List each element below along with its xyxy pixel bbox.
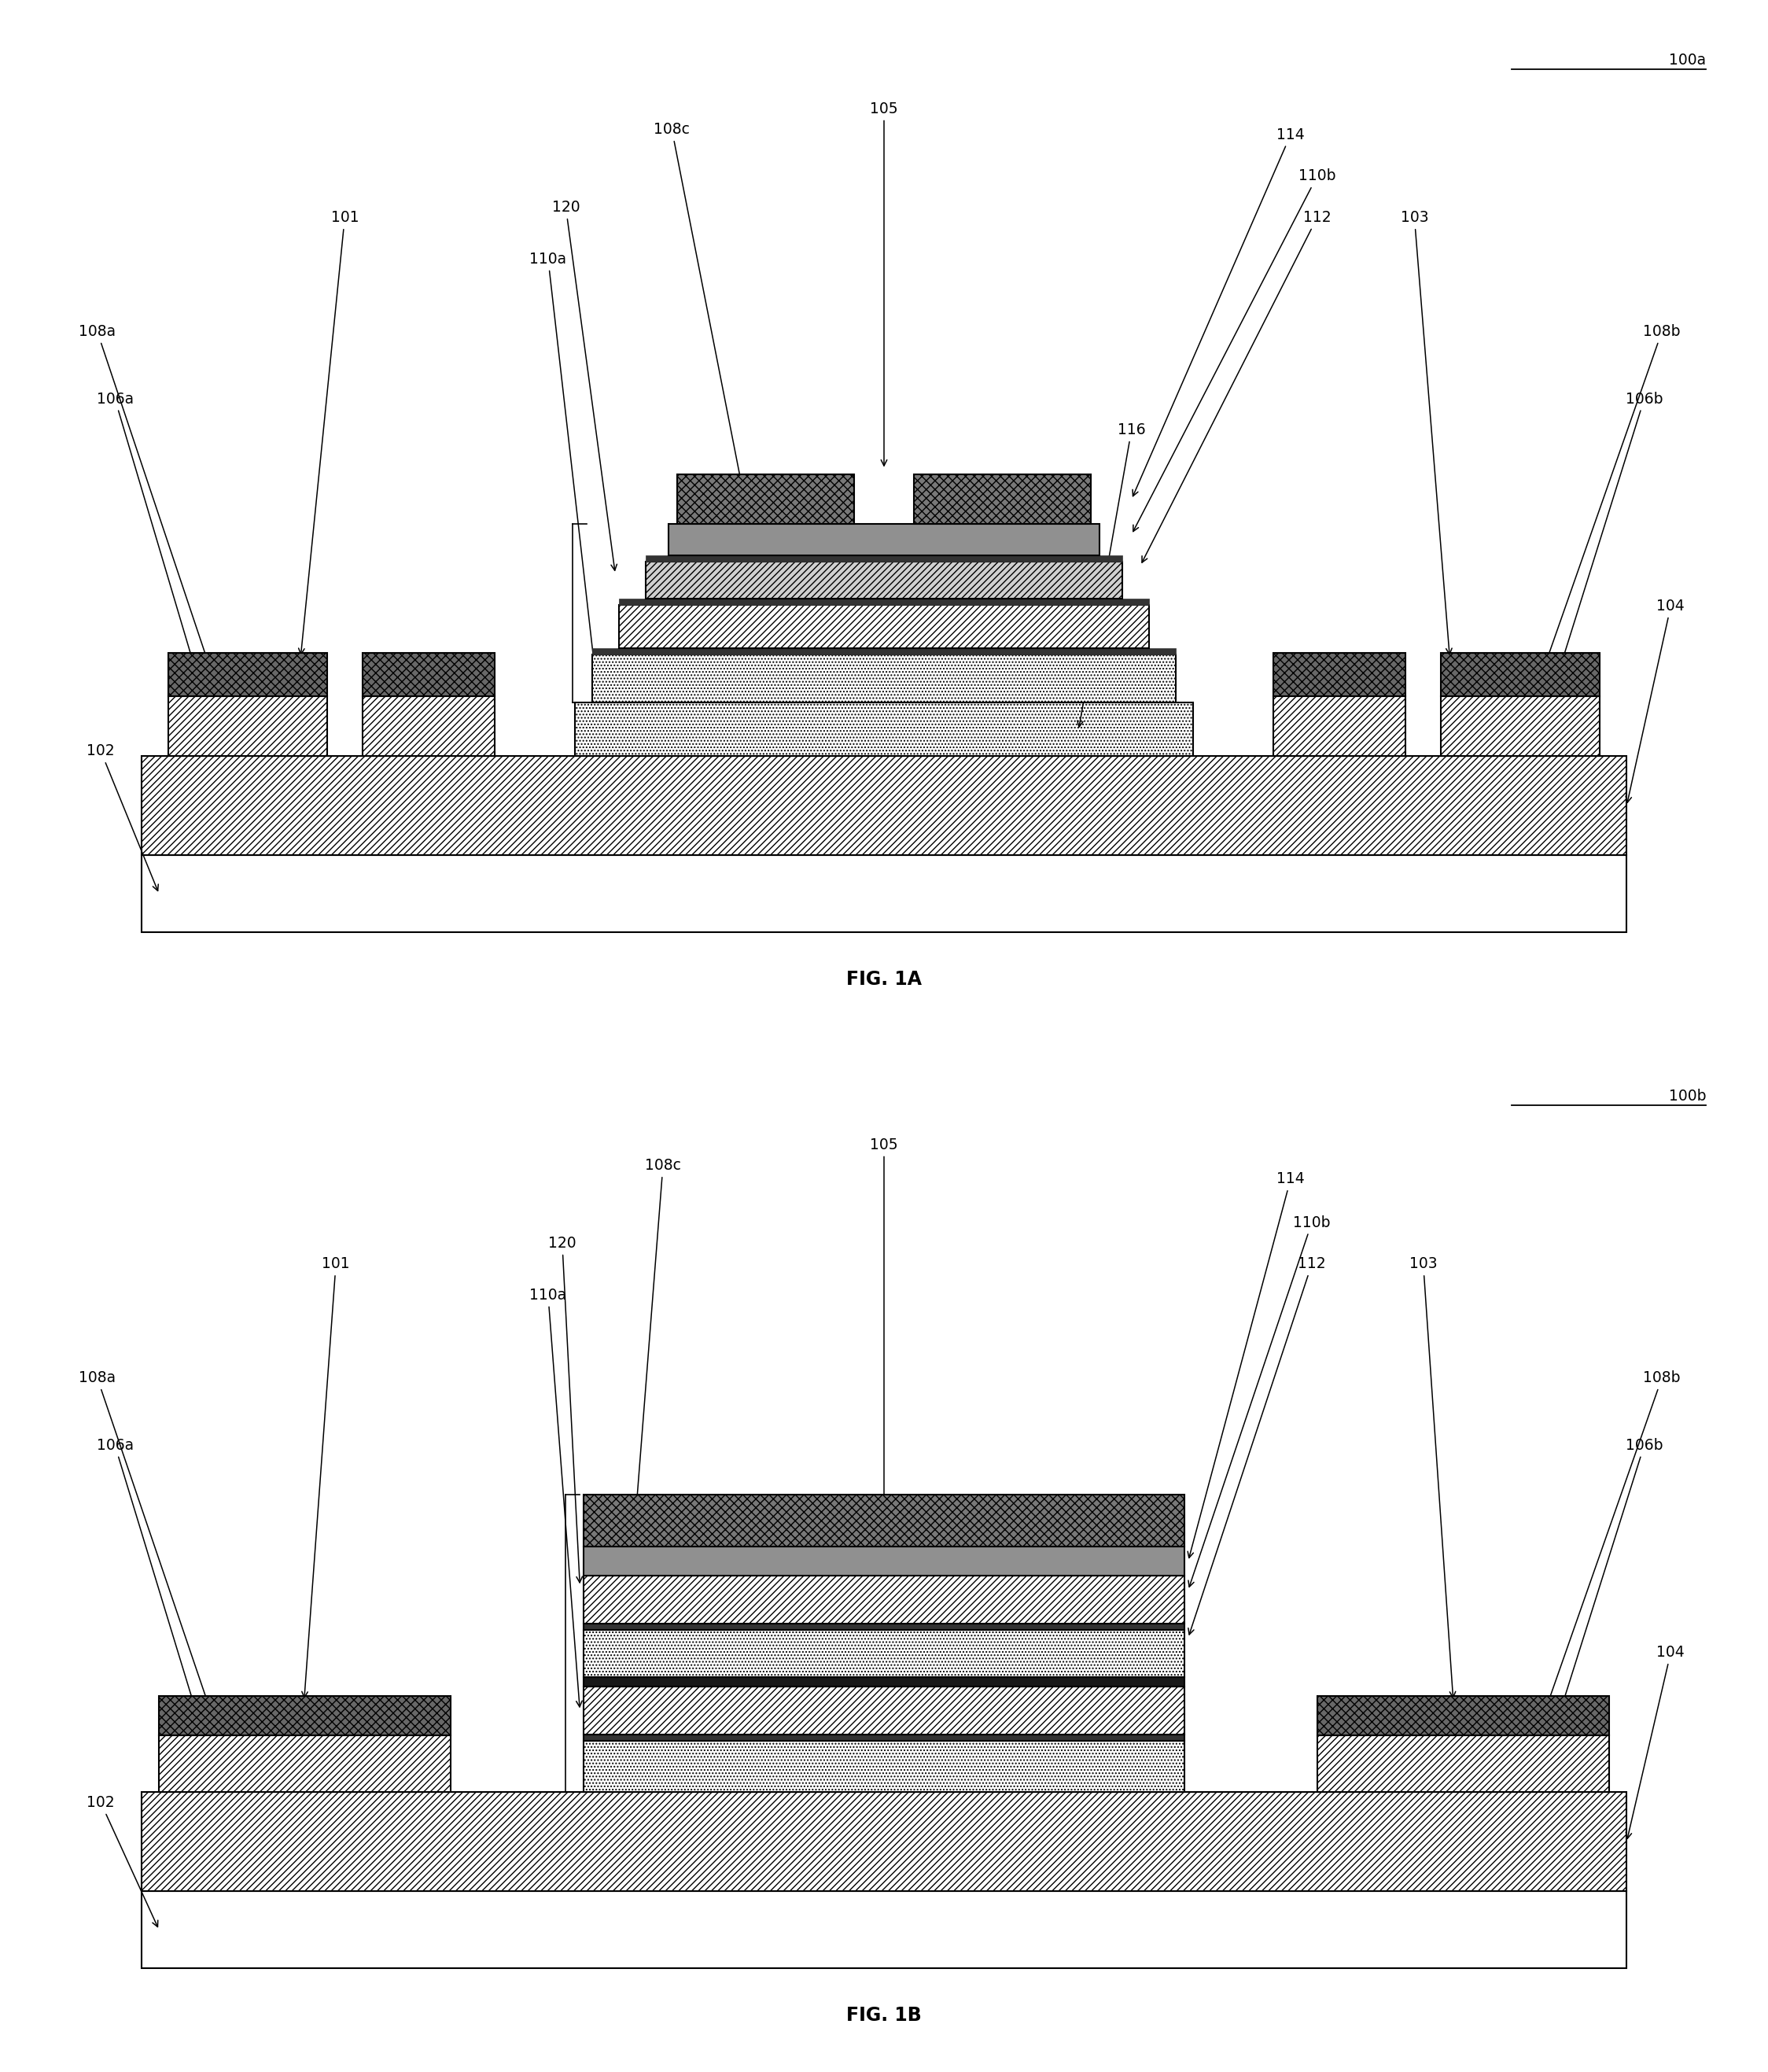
Bar xyxy=(645,555,1123,562)
Bar xyxy=(362,653,495,696)
Text: 106b: 106b xyxy=(1542,392,1664,723)
Text: 110a: 110a xyxy=(530,1287,582,1707)
Text: 110b: 110b xyxy=(1133,168,1337,530)
Bar xyxy=(1441,653,1600,696)
Text: 103: 103 xyxy=(1400,209,1452,655)
Bar xyxy=(619,605,1149,649)
Bar xyxy=(141,756,1627,854)
Bar xyxy=(583,1496,1185,1546)
Bar xyxy=(141,1792,1627,1890)
Bar xyxy=(159,1695,451,1734)
Text: 104: 104 xyxy=(1627,1645,1685,1838)
Bar xyxy=(168,696,327,756)
Text: 100b: 100b xyxy=(1669,1088,1706,1102)
Bar xyxy=(583,1546,1185,1575)
Bar xyxy=(914,474,1091,524)
Bar xyxy=(583,1575,1185,1624)
Bar xyxy=(583,1734,1185,1740)
Text: 108a: 108a xyxy=(80,1370,212,1711)
Bar xyxy=(1273,653,1406,696)
Text: 102: 102 xyxy=(87,744,159,891)
Bar xyxy=(645,562,1123,599)
Bar xyxy=(583,1629,1185,1678)
Bar xyxy=(668,524,1100,555)
Text: 100a: 100a xyxy=(1669,52,1706,66)
Text: 112: 112 xyxy=(1188,1256,1326,1635)
Text: 108b: 108b xyxy=(1543,1370,1681,1711)
Text: 105: 105 xyxy=(870,1138,898,1517)
Bar xyxy=(1273,696,1406,756)
Bar xyxy=(592,655,1176,702)
Text: 102: 102 xyxy=(87,1794,157,1927)
Bar xyxy=(168,653,327,696)
Text: 108c: 108c xyxy=(635,1158,681,1502)
Text: 110a: 110a xyxy=(530,251,598,675)
Bar xyxy=(583,1687,1185,1734)
Text: 103: 103 xyxy=(1409,1256,1455,1697)
Bar xyxy=(619,599,1149,605)
Text: FIG. 1B: FIG. 1B xyxy=(847,2006,921,2024)
Bar xyxy=(1441,696,1600,756)
Text: 120: 120 xyxy=(552,199,617,570)
Bar xyxy=(141,854,1627,932)
Bar xyxy=(575,702,1193,756)
Bar xyxy=(362,696,495,756)
Text: 114: 114 xyxy=(1133,126,1305,495)
Text: 116: 116 xyxy=(1077,423,1146,727)
Bar xyxy=(583,1624,1185,1629)
Text: 114: 114 xyxy=(1188,1171,1305,1558)
Text: 108c: 108c xyxy=(654,122,744,487)
Text: 110b: 110b xyxy=(1188,1214,1331,1587)
Bar xyxy=(677,474,854,524)
Text: 106a: 106a xyxy=(97,1438,212,1761)
Text: 108b: 108b xyxy=(1542,323,1681,671)
Text: FIG. 1A: FIG. 1A xyxy=(847,970,921,988)
Bar xyxy=(141,1890,1627,1968)
Text: 104: 104 xyxy=(1627,599,1685,802)
Text: 101: 101 xyxy=(302,1256,350,1697)
Text: 106a: 106a xyxy=(97,392,212,723)
Bar xyxy=(1317,1734,1609,1792)
Text: 106b: 106b xyxy=(1543,1438,1664,1761)
Text: 112: 112 xyxy=(1142,209,1331,562)
Text: 101: 101 xyxy=(299,209,359,655)
Bar xyxy=(159,1734,451,1792)
Text: 120: 120 xyxy=(548,1235,582,1583)
Bar xyxy=(592,649,1176,655)
Bar xyxy=(1317,1695,1609,1734)
Text: 108a: 108a xyxy=(80,323,212,671)
Text: 105: 105 xyxy=(870,102,898,466)
Bar xyxy=(583,1740,1185,1792)
Bar xyxy=(583,1678,1185,1687)
